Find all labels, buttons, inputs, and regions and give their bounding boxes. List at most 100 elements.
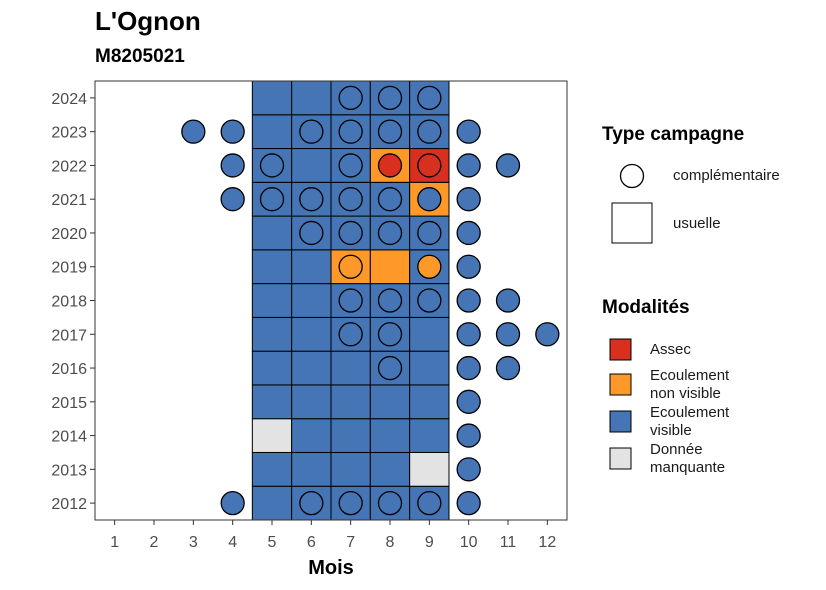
tile-2017-9	[409, 316, 450, 352]
point-2018-9	[417, 288, 442, 313]
tile-2013-9	[409, 451, 450, 487]
point-2018-7	[338, 288, 363, 313]
point-2021-7	[338, 187, 363, 212]
point-2012-4	[220, 490, 245, 516]
point-2023-10	[456, 119, 481, 144]
y-tick-label: 2021	[51, 192, 87, 209]
legend-modalites-title: Modalités	[602, 297, 690, 318]
tile-2020-5	[251, 215, 293, 251]
x-tick-label: 6	[307, 534, 316, 551]
x-tick-label: 12	[538, 534, 556, 551]
legend-label-line: non visible	[650, 385, 721, 402]
tile-2018-5	[251, 283, 293, 318]
tile-2017-6	[291, 316, 332, 352]
point-2023-7	[338, 119, 363, 144]
point-2020-6	[299, 220, 324, 246]
point-2018-11	[495, 288, 521, 313]
x-tick-label: 1	[110, 534, 119, 551]
tile-2015-8	[369, 384, 411, 420]
tile-2019-8	[369, 249, 411, 285]
y-tick-label: 2023	[51, 125, 87, 142]
x-tick-label: 9	[425, 534, 434, 551]
x-tick-label: 11	[500, 534, 517, 551]
point-2022-10	[456, 153, 481, 178]
point-2020-9	[417, 220, 442, 246]
x-axis-title: Mois	[308, 557, 354, 579]
legend-type-title: Type campagne	[602, 124, 745, 145]
tile-2018-6	[291, 283, 332, 318]
tile-2024-6	[291, 80, 332, 116]
tile-2013-7	[330, 451, 371, 487]
legend-label-donnee-manquante: Donnée manquante	[650, 441, 725, 477]
point-2020-7	[338, 220, 363, 246]
tile-2022-6	[291, 148, 332, 183]
tile-2024-5	[251, 80, 293, 116]
legend-label-line: manquante	[650, 459, 726, 476]
point-2012-9	[417, 490, 442, 516]
point-2024-9	[417, 85, 442, 111]
legend-swatch-0	[609, 338, 632, 361]
chart-title: L'Ognon	[95, 6, 201, 36]
legend-label-ecoulement-visible: Ecoulement visible	[650, 404, 729, 440]
legend-label-line: Assec	[650, 341, 691, 358]
legend-key-square-icon	[611, 202, 653, 244]
tile-2017-5	[251, 316, 293, 352]
legend-label-line: Ecoulement	[650, 404, 730, 421]
legend-label-line: Ecoulement	[650, 367, 730, 384]
point-2021-4	[220, 187, 245, 212]
y-tick-label: 2014	[51, 429, 87, 446]
point-2017-10	[456, 322, 481, 347]
point-2016-11	[495, 355, 521, 381]
point-2023-9	[417, 119, 442, 144]
tile-2023-5	[251, 114, 293, 150]
point-2019-7	[338, 254, 363, 279]
x-tick-label: 10	[460, 534, 478, 551]
point-2022-7	[338, 153, 363, 178]
point-2017-7	[338, 322, 363, 347]
legend-label-assec: Assec	[650, 341, 691, 359]
y-tick-label: 2012	[51, 496, 87, 513]
point-2017-11	[495, 322, 521, 347]
point-2020-10	[456, 220, 481, 246]
tile-2012-5	[251, 485, 293, 521]
point-2021-8	[377, 187, 403, 212]
point-2023-4	[220, 119, 245, 144]
y-tick-label: 2020	[51, 226, 87, 243]
point-2022-9	[417, 153, 442, 178]
point-2024-7	[338, 85, 363, 111]
point-2019-9	[417, 254, 442, 279]
x-tick-label: 3	[189, 534, 198, 551]
legend-swatch-1	[609, 373, 632, 396]
tile-2014-5	[251, 418, 293, 453]
point-2021-6	[299, 187, 324, 212]
tile-2014-7	[330, 418, 371, 453]
tile-2015-7	[330, 384, 371, 420]
point-2022-11	[495, 153, 521, 178]
point-2017-8	[377, 322, 403, 347]
tile-2016-7	[330, 350, 371, 386]
x-tick-label: 4	[228, 534, 237, 551]
point-2021-9	[417, 187, 442, 212]
y-tick-label: 2018	[51, 294, 87, 311]
point-2012-7	[338, 490, 363, 516]
y-tick-label: 2015	[51, 395, 87, 412]
point-2018-8	[377, 288, 403, 313]
tile-2015-9	[409, 384, 450, 420]
tile-2019-5	[251, 249, 293, 285]
x-tick-label: 8	[386, 534, 395, 551]
chart-subtitle: M8205021	[95, 46, 185, 67]
tile-2014-8	[369, 418, 411, 453]
tile-2016-5	[251, 350, 293, 386]
legend-swatch-3	[609, 447, 632, 470]
tile-2019-6	[291, 249, 332, 285]
y-tick-label: 2016	[51, 361, 87, 378]
point-2022-4	[220, 153, 245, 178]
y-tick-label: 2019	[51, 260, 87, 277]
y-tick-label: 2022	[51, 158, 87, 175]
y-tick-label: 2013	[51, 462, 87, 479]
tile-2014-9	[409, 418, 450, 453]
legend-key-circle-icon	[619, 163, 645, 189]
point-2013-10	[456, 457, 481, 482]
tile-2016-9	[409, 350, 450, 386]
